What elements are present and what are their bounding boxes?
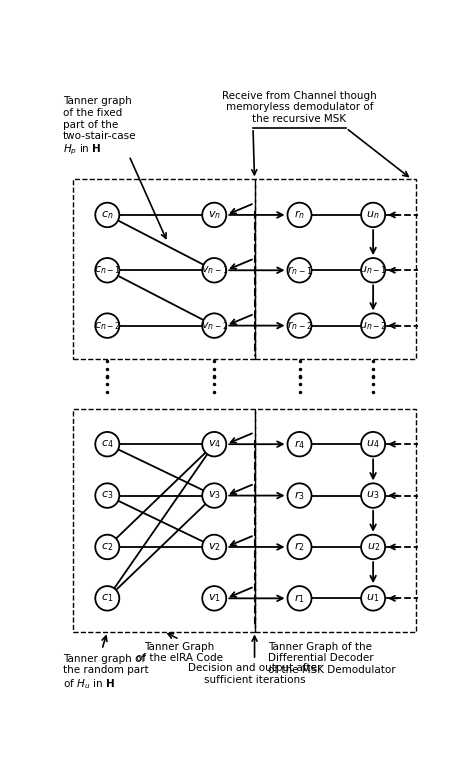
Text: $u_{n-1}$: $u_{n-1}$ [359, 264, 387, 276]
Circle shape [202, 534, 226, 559]
Circle shape [288, 432, 311, 457]
Circle shape [288, 258, 311, 283]
Circle shape [288, 313, 311, 338]
Circle shape [202, 432, 226, 457]
Text: Tanner Graph of the
Differential Decoder
of the MSK Demodulator: Tanner Graph of the Differential Decoder… [268, 642, 396, 675]
Text: Decision and output after
sufficient iterations: Decision and output after sufficient ite… [188, 663, 321, 685]
Circle shape [288, 484, 311, 508]
Circle shape [95, 313, 119, 338]
Circle shape [95, 534, 119, 559]
Circle shape [95, 586, 119, 611]
Circle shape [202, 313, 226, 338]
Circle shape [202, 586, 226, 611]
Text: $c_{4}$: $c_{4}$ [101, 438, 114, 450]
Text: $r_{2}$: $r_{2}$ [294, 541, 305, 554]
Text: $v_{2}$: $v_{2}$ [208, 541, 220, 553]
Circle shape [361, 586, 385, 611]
Text: $r_{n-1}$: $r_{n-1}$ [287, 264, 312, 276]
Circle shape [95, 258, 119, 283]
Text: $u_{2}$: $u_{2}$ [366, 541, 380, 553]
Circle shape [288, 203, 311, 227]
Text: $u_{1}$: $u_{1}$ [366, 592, 380, 604]
Circle shape [95, 203, 119, 227]
Circle shape [361, 258, 385, 283]
Circle shape [361, 203, 385, 227]
Text: Tanner graph
of the fixed
part of the
two-stair-case
$H_p$ in $\mathbf{H}$: Tanner graph of the fixed part of the tw… [63, 96, 137, 158]
Circle shape [95, 484, 119, 508]
Circle shape [288, 586, 311, 611]
Text: $u_{4}$: $u_{4}$ [366, 438, 380, 450]
Text: $c_{1}$: $c_{1}$ [101, 592, 113, 604]
Text: $v_{4}$: $v_{4}$ [208, 438, 221, 450]
Circle shape [202, 484, 226, 508]
Text: $v_{3}$: $v_{3}$ [208, 490, 221, 501]
Text: $c_{2}$: $c_{2}$ [101, 541, 113, 553]
Circle shape [361, 484, 385, 508]
Text: $c_{n}$: $c_{n}$ [101, 209, 114, 221]
Circle shape [288, 534, 311, 559]
Circle shape [361, 534, 385, 559]
Text: $c_{n-2}$: $c_{n-2}$ [94, 320, 121, 332]
Text: $v_{n}$: $v_{n}$ [208, 209, 221, 221]
Circle shape [361, 432, 385, 457]
Text: $r_{1}$: $r_{1}$ [294, 592, 305, 604]
Circle shape [202, 203, 226, 227]
Text: $c_{3}$: $c_{3}$ [101, 490, 113, 501]
Text: $v_{1}$: $v_{1}$ [208, 592, 221, 604]
Text: $r_{3}$: $r_{3}$ [294, 489, 305, 502]
Text: Receive from Channel though
memoryless demodulator of
the recursive MSK: Receive from Channel though memoryless d… [222, 91, 377, 124]
Text: $u_{3}$: $u_{3}$ [366, 490, 380, 501]
Text: $v_{n-1}$: $v_{n-1}$ [201, 264, 228, 276]
Text: Tanner Graph
of the eIRA Code: Tanner Graph of the eIRA Code [136, 642, 223, 664]
Text: $r_{n}$: $r_{n}$ [294, 209, 305, 221]
Text: Tanner graph of
the random part
of $H_u$ in $\mathbf{H}$: Tanner graph of the random part of $H_u$… [63, 654, 149, 691]
Text: $r_{n-2}$: $r_{n-2}$ [287, 320, 312, 332]
Text: $u_{n}$: $u_{n}$ [366, 209, 380, 221]
Circle shape [95, 432, 119, 457]
Circle shape [361, 313, 385, 338]
Circle shape [202, 258, 226, 283]
Text: $r_{4}$: $r_{4}$ [294, 438, 305, 450]
Text: $c_{n-1}$: $c_{n-1}$ [94, 264, 121, 276]
Text: $v_{n-2}$: $v_{n-2}$ [201, 320, 228, 332]
Text: $u_{n-2}$: $u_{n-2}$ [359, 320, 387, 332]
